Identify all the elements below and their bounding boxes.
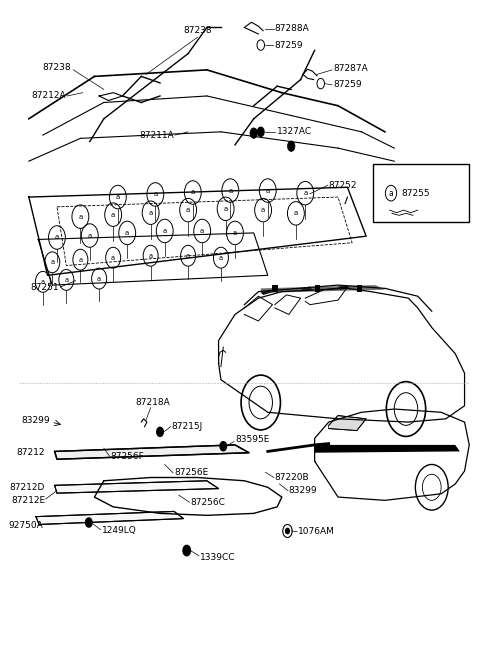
Polygon shape: [300, 286, 312, 291]
Text: a: a: [111, 255, 115, 261]
Polygon shape: [338, 286, 350, 290]
Circle shape: [288, 141, 295, 151]
Text: 87218A: 87218A: [136, 398, 170, 407]
Circle shape: [286, 529, 289, 534]
Text: a: a: [261, 207, 265, 213]
Text: 87287A: 87287A: [334, 64, 368, 73]
Text: a: a: [191, 189, 195, 195]
Text: a: a: [97, 276, 101, 282]
Text: a: a: [303, 190, 307, 196]
Text: a: a: [186, 253, 190, 259]
Text: 87256C: 87256C: [191, 498, 225, 507]
Text: a: a: [163, 228, 167, 234]
Text: a: a: [149, 253, 153, 259]
Polygon shape: [55, 445, 249, 459]
Circle shape: [157, 427, 163, 436]
Text: 83299: 83299: [21, 416, 50, 424]
Text: a: a: [200, 228, 204, 234]
Text: 87212A: 87212A: [32, 92, 66, 100]
Text: a: a: [233, 230, 237, 236]
Polygon shape: [55, 481, 218, 493]
Text: a: a: [148, 210, 153, 215]
Text: 87220B: 87220B: [275, 473, 310, 482]
Text: a: a: [88, 233, 92, 238]
Text: 1249LQ: 1249LQ: [101, 527, 136, 536]
Text: 87259: 87259: [334, 81, 362, 89]
Text: a: a: [111, 212, 115, 217]
Circle shape: [183, 546, 191, 556]
Text: 87251: 87251: [31, 282, 60, 291]
Text: a: a: [228, 187, 232, 193]
Text: 83595E: 83595E: [235, 435, 269, 444]
Text: a: a: [224, 206, 228, 212]
Polygon shape: [36, 512, 183, 525]
Text: 1339CC: 1339CC: [200, 553, 235, 561]
Polygon shape: [261, 285, 385, 293]
Polygon shape: [314, 285, 320, 292]
Text: a: a: [78, 257, 83, 263]
Text: 87238: 87238: [42, 64, 71, 73]
Polygon shape: [329, 415, 366, 430]
Text: a: a: [125, 230, 129, 236]
Text: 87256F: 87256F: [111, 452, 144, 461]
Text: 87212E: 87212E: [11, 496, 45, 505]
Text: 87256E: 87256E: [174, 468, 208, 477]
Circle shape: [220, 441, 227, 451]
Text: 87212D: 87212D: [10, 483, 45, 492]
Text: 92750A: 92750A: [8, 521, 43, 530]
Text: a: a: [41, 279, 45, 285]
Text: a: a: [294, 210, 298, 216]
Circle shape: [85, 518, 92, 527]
Circle shape: [250, 128, 257, 138]
FancyBboxPatch shape: [373, 164, 469, 222]
Polygon shape: [273, 285, 278, 292]
Text: a: a: [55, 234, 59, 240]
Text: 87259: 87259: [275, 41, 303, 50]
Text: a: a: [186, 207, 190, 213]
Text: a: a: [153, 191, 157, 197]
Text: a: a: [64, 277, 68, 283]
Polygon shape: [261, 290, 273, 295]
Text: 87212: 87212: [17, 448, 45, 457]
Text: a: a: [78, 214, 83, 219]
Text: 1327AC: 1327AC: [277, 127, 312, 136]
Text: a: a: [219, 255, 223, 261]
Text: a: a: [389, 189, 394, 198]
Text: 87255: 87255: [401, 189, 430, 198]
Text: a: a: [116, 194, 120, 200]
Text: 87252: 87252: [329, 181, 357, 190]
Polygon shape: [314, 445, 460, 453]
Text: 87288A: 87288A: [275, 24, 310, 33]
Text: 87215J: 87215J: [172, 422, 203, 431]
Text: a: a: [50, 259, 54, 265]
Text: 87211A: 87211A: [139, 130, 174, 140]
Text: 83299: 83299: [289, 486, 317, 495]
Polygon shape: [357, 285, 362, 292]
Text: a: a: [265, 187, 270, 193]
Text: 1076AM: 1076AM: [298, 527, 335, 536]
Text: 87238: 87238: [183, 26, 212, 35]
Circle shape: [257, 127, 264, 136]
